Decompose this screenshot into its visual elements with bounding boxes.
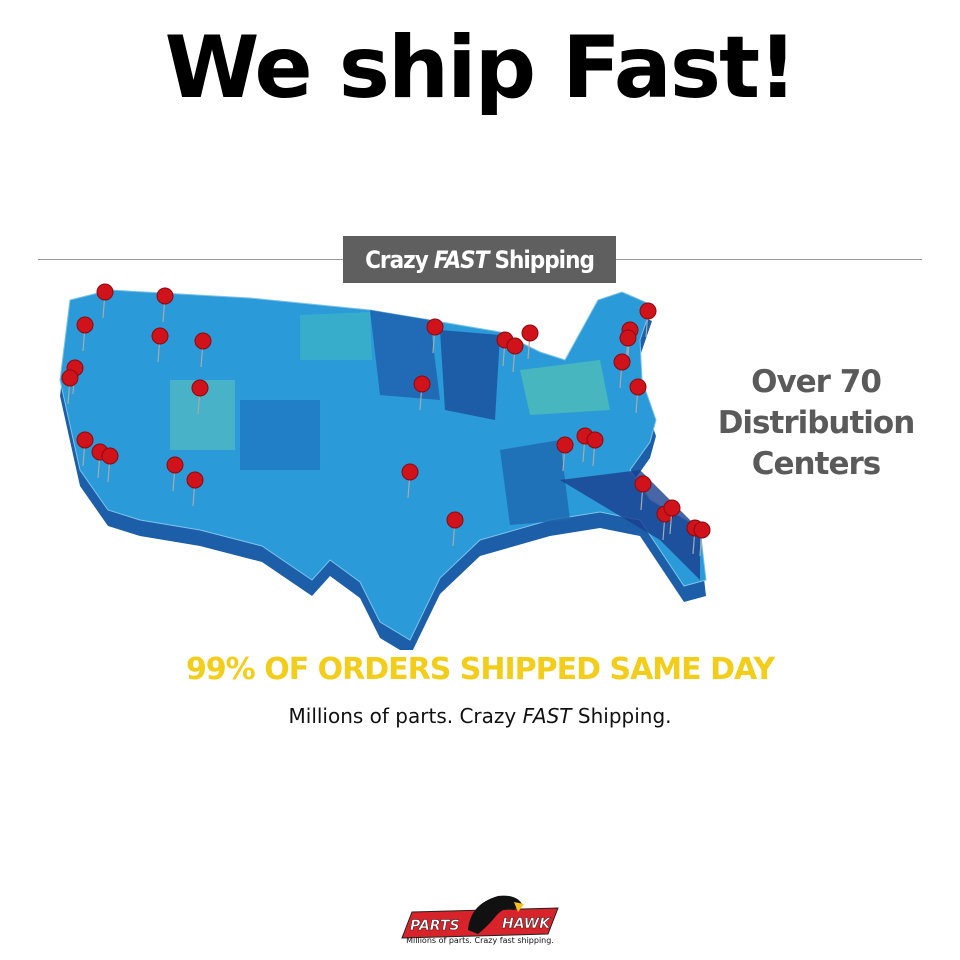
pin-icon bbox=[76, 316, 94, 334]
distribution-centers-text: Over 70 Distribution Centers bbox=[706, 362, 926, 485]
sub-pre: Millions of parts. Crazy bbox=[288, 704, 517, 728]
map-state bbox=[560, 470, 700, 580]
banner-post: Shipping bbox=[494, 245, 594, 274]
pin-icon bbox=[619, 329, 637, 347]
pin-icon bbox=[61, 369, 79, 387]
pin-icon bbox=[191, 379, 209, 397]
same-day-headline: 99% OF ORDERS SHIPPED SAME DAY bbox=[185, 652, 775, 687]
logo-hawk: HAWK bbox=[502, 916, 551, 932]
banner-em: FAST bbox=[433, 245, 490, 274]
pin-icon bbox=[166, 456, 184, 474]
headline: We ship Fast! bbox=[164, 18, 798, 118]
usa-map bbox=[59, 283, 711, 650]
banner-pre: Crazy bbox=[365, 245, 429, 274]
pin-icon bbox=[101, 447, 119, 465]
subtitle: Millions of parts. Crazy FAST Shipping. bbox=[0, 704, 960, 728]
pin-icon bbox=[663, 499, 681, 517]
pin-icon bbox=[151, 327, 169, 345]
pin-icon bbox=[96, 283, 114, 301]
hawk-icon bbox=[468, 895, 522, 934]
map-state bbox=[300, 312, 372, 360]
pin-icon bbox=[76, 431, 94, 449]
pin-icon bbox=[156, 287, 174, 305]
centers-line-3: Centers bbox=[751, 446, 881, 482]
sub-post: Shipping. bbox=[577, 704, 672, 728]
pin-icon bbox=[426, 318, 444, 336]
logo-tagline: Millions of parts. Crazy fast shipping. bbox=[406, 936, 554, 945]
centers-line-2: Distribution bbox=[717, 405, 916, 441]
partshawk-logo: PARTS HAWK bbox=[401, 895, 559, 939]
pin-icon bbox=[506, 337, 524, 355]
pin-icon bbox=[634, 475, 652, 493]
pin-icon bbox=[413, 375, 431, 393]
pin-icon bbox=[556, 436, 574, 454]
pin-icon bbox=[446, 511, 464, 529]
map-state bbox=[520, 360, 610, 415]
pin-icon bbox=[613, 353, 631, 371]
sub-em: FAST bbox=[522, 704, 572, 728]
shipping-banner: Crazy FAST Shipping bbox=[343, 236, 616, 283]
centers-line-1: Over 70 bbox=[751, 364, 882, 400]
pin-icon bbox=[693, 521, 711, 539]
logo-parts: PARTS bbox=[410, 918, 460, 934]
pin-icon bbox=[586, 431, 604, 449]
map-state bbox=[440, 330, 500, 420]
map-state bbox=[170, 380, 235, 450]
pin-icon bbox=[194, 332, 212, 350]
map-state bbox=[240, 400, 320, 470]
map-state bbox=[500, 440, 570, 525]
pin-icon bbox=[521, 324, 539, 342]
pin-icon bbox=[401, 463, 419, 481]
pin-icon bbox=[639, 302, 657, 320]
pin-icon bbox=[629, 378, 647, 396]
pin-icon bbox=[186, 471, 204, 489]
